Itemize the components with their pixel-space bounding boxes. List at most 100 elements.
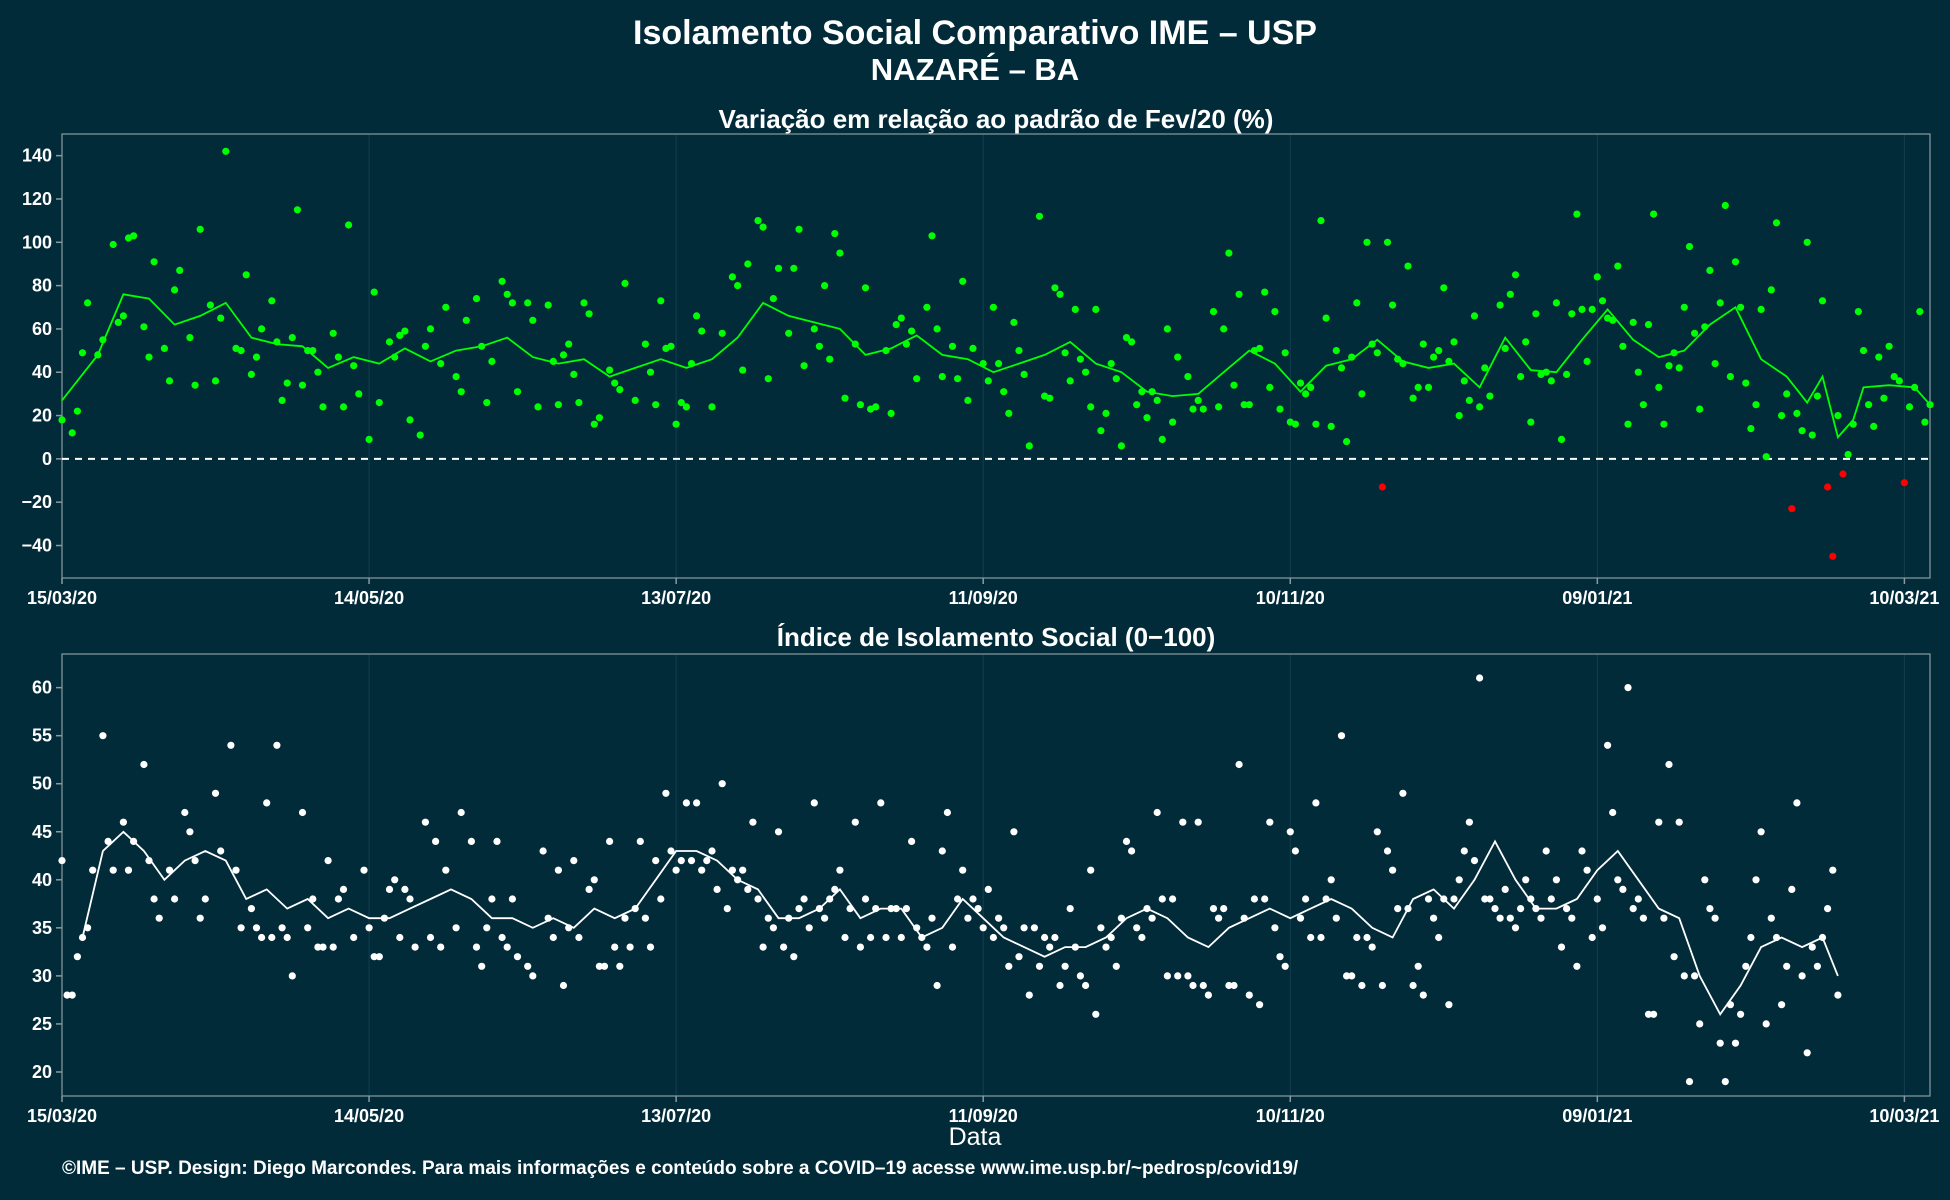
data-point (554, 866, 563, 874)
data-point (815, 905, 824, 913)
data-point (933, 981, 941, 990)
data-point (58, 416, 66, 424)
data-point (1440, 284, 1448, 292)
data-point (1517, 905, 1525, 913)
data-point (1138, 388, 1146, 396)
data-point (657, 895, 665, 903)
data-point (846, 905, 854, 913)
data-point (1752, 401, 1760, 409)
data-point (928, 232, 936, 240)
data-point (923, 303, 931, 311)
data-point (1276, 405, 1284, 413)
data-point (1020, 370, 1028, 378)
panel-title: Índice de Isolamento Social (0−100) (777, 622, 1216, 652)
data-point (570, 370, 578, 378)
data-point (258, 325, 266, 333)
data-point (1849, 420, 1857, 428)
data-point (1778, 412, 1786, 420)
data-point (861, 895, 870, 903)
data-point (1808, 431, 1816, 439)
data-point (1506, 914, 1514, 922)
data-point (708, 403, 716, 411)
data-point (150, 895, 158, 903)
data-point (1696, 1020, 1704, 1028)
data-point (1112, 962, 1120, 970)
x-tick-label: 11/09/20 (949, 1106, 1018, 1126)
data-point (703, 857, 711, 865)
data-point (1501, 344, 1509, 352)
data-point (314, 368, 322, 376)
data-point (78, 349, 87, 357)
data-point (1256, 344, 1264, 352)
data-point (595, 414, 604, 422)
data-point (508, 299, 516, 307)
x-tick-label: 14/05/20 (334, 588, 404, 608)
data-point (1762, 453, 1770, 461)
data-point (483, 924, 491, 932)
data-point (1087, 403, 1095, 411)
data-point (1798, 972, 1806, 980)
data-point (252, 353, 261, 361)
data-point (1076, 355, 1084, 363)
data-point (375, 399, 383, 407)
data-point (1670, 953, 1678, 961)
data-point (365, 924, 373, 932)
data-point (554, 401, 563, 409)
data-point (979, 924, 987, 932)
chart-panel-2: Índice de Isolamento Social (0−100) 15/03… (27, 622, 1939, 1126)
data-point (1419, 991, 1427, 999)
data-point (795, 225, 803, 233)
y-tick-label: 20 (32, 1062, 52, 1082)
data-point (1025, 991, 1033, 999)
data-point (191, 857, 199, 865)
data-point (503, 290, 511, 298)
data-point (1834, 412, 1842, 420)
data-point (452, 373, 460, 381)
data-point (1250, 895, 1258, 903)
data-point (406, 895, 414, 903)
data-point (350, 933, 358, 942)
data-point (606, 366, 614, 374)
data-point (1711, 360, 1719, 368)
data-point (1261, 288, 1269, 296)
data-point (1644, 321, 1653, 329)
data-point (1092, 305, 1100, 313)
data-point (1158, 435, 1166, 443)
data-point (1261, 895, 1269, 903)
data-point (882, 347, 890, 355)
data-point (943, 808, 952, 817)
y-tick-label: −40 (21, 536, 52, 556)
data-point (385, 885, 394, 894)
data-point (693, 312, 701, 320)
data-point (1598, 924, 1607, 932)
data-point (1399, 360, 1407, 368)
data-point (1015, 347, 1023, 355)
data-point (810, 799, 818, 807)
data-point (764, 375, 772, 383)
data-point (1307, 933, 1315, 942)
data-point (646, 368, 655, 376)
data-point (211, 789, 220, 797)
data-point (836, 866, 844, 874)
data-point (831, 885, 839, 894)
data-point (1762, 1020, 1770, 1028)
data-point (1793, 799, 1801, 807)
data-point (109, 866, 117, 874)
data-point (1522, 338, 1530, 346)
data-point (544, 301, 552, 309)
moving-average-line (81, 830, 1839, 1017)
chart-title: Isolamento Social Comparativo IME – USP (633, 14, 1317, 52)
data-point (1900, 479, 1908, 487)
data-point (1225, 981, 1233, 990)
data-point (1317, 217, 1325, 225)
data-point (1076, 972, 1084, 980)
data-point (104, 837, 112, 846)
data-point (472, 943, 481, 951)
data-point (1465, 396, 1473, 404)
data-point (913, 924, 921, 932)
data-point (1921, 418, 1929, 426)
data-point (1020, 924, 1028, 932)
y-tick-label: 140 (22, 146, 52, 166)
data-point (851, 340, 859, 348)
data-point (897, 314, 905, 322)
